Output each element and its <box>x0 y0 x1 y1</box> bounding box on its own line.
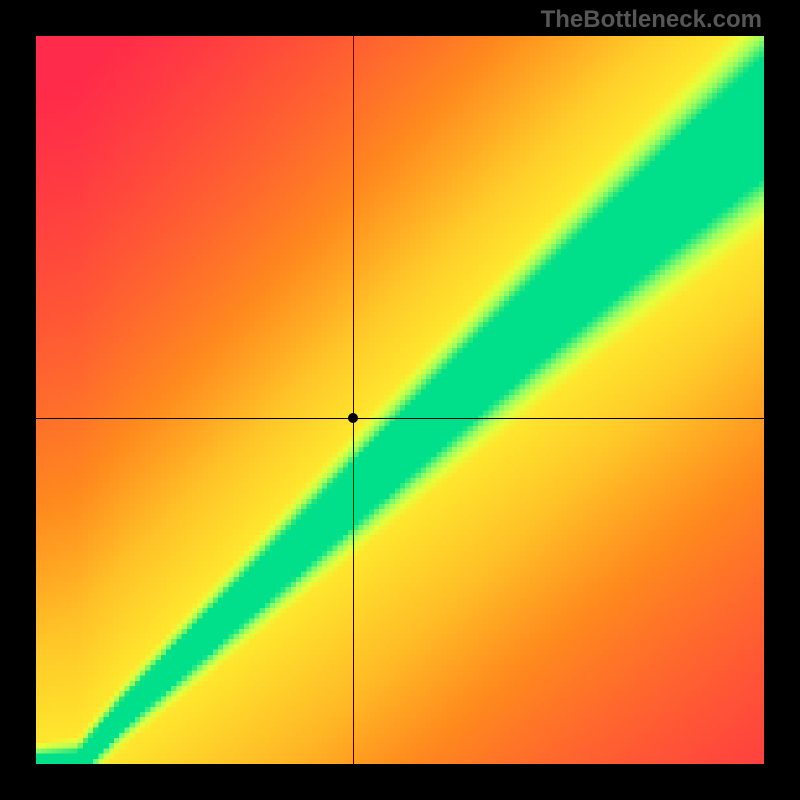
crosshair-horizontal <box>36 418 764 419</box>
crosshair-vertical <box>353 36 354 764</box>
heatmap-canvas <box>36 36 764 764</box>
crosshair-marker-dot <box>348 413 358 423</box>
heatmap-plot <box>36 36 764 764</box>
watermark-text: TheBottleneck.com <box>541 6 762 34</box>
